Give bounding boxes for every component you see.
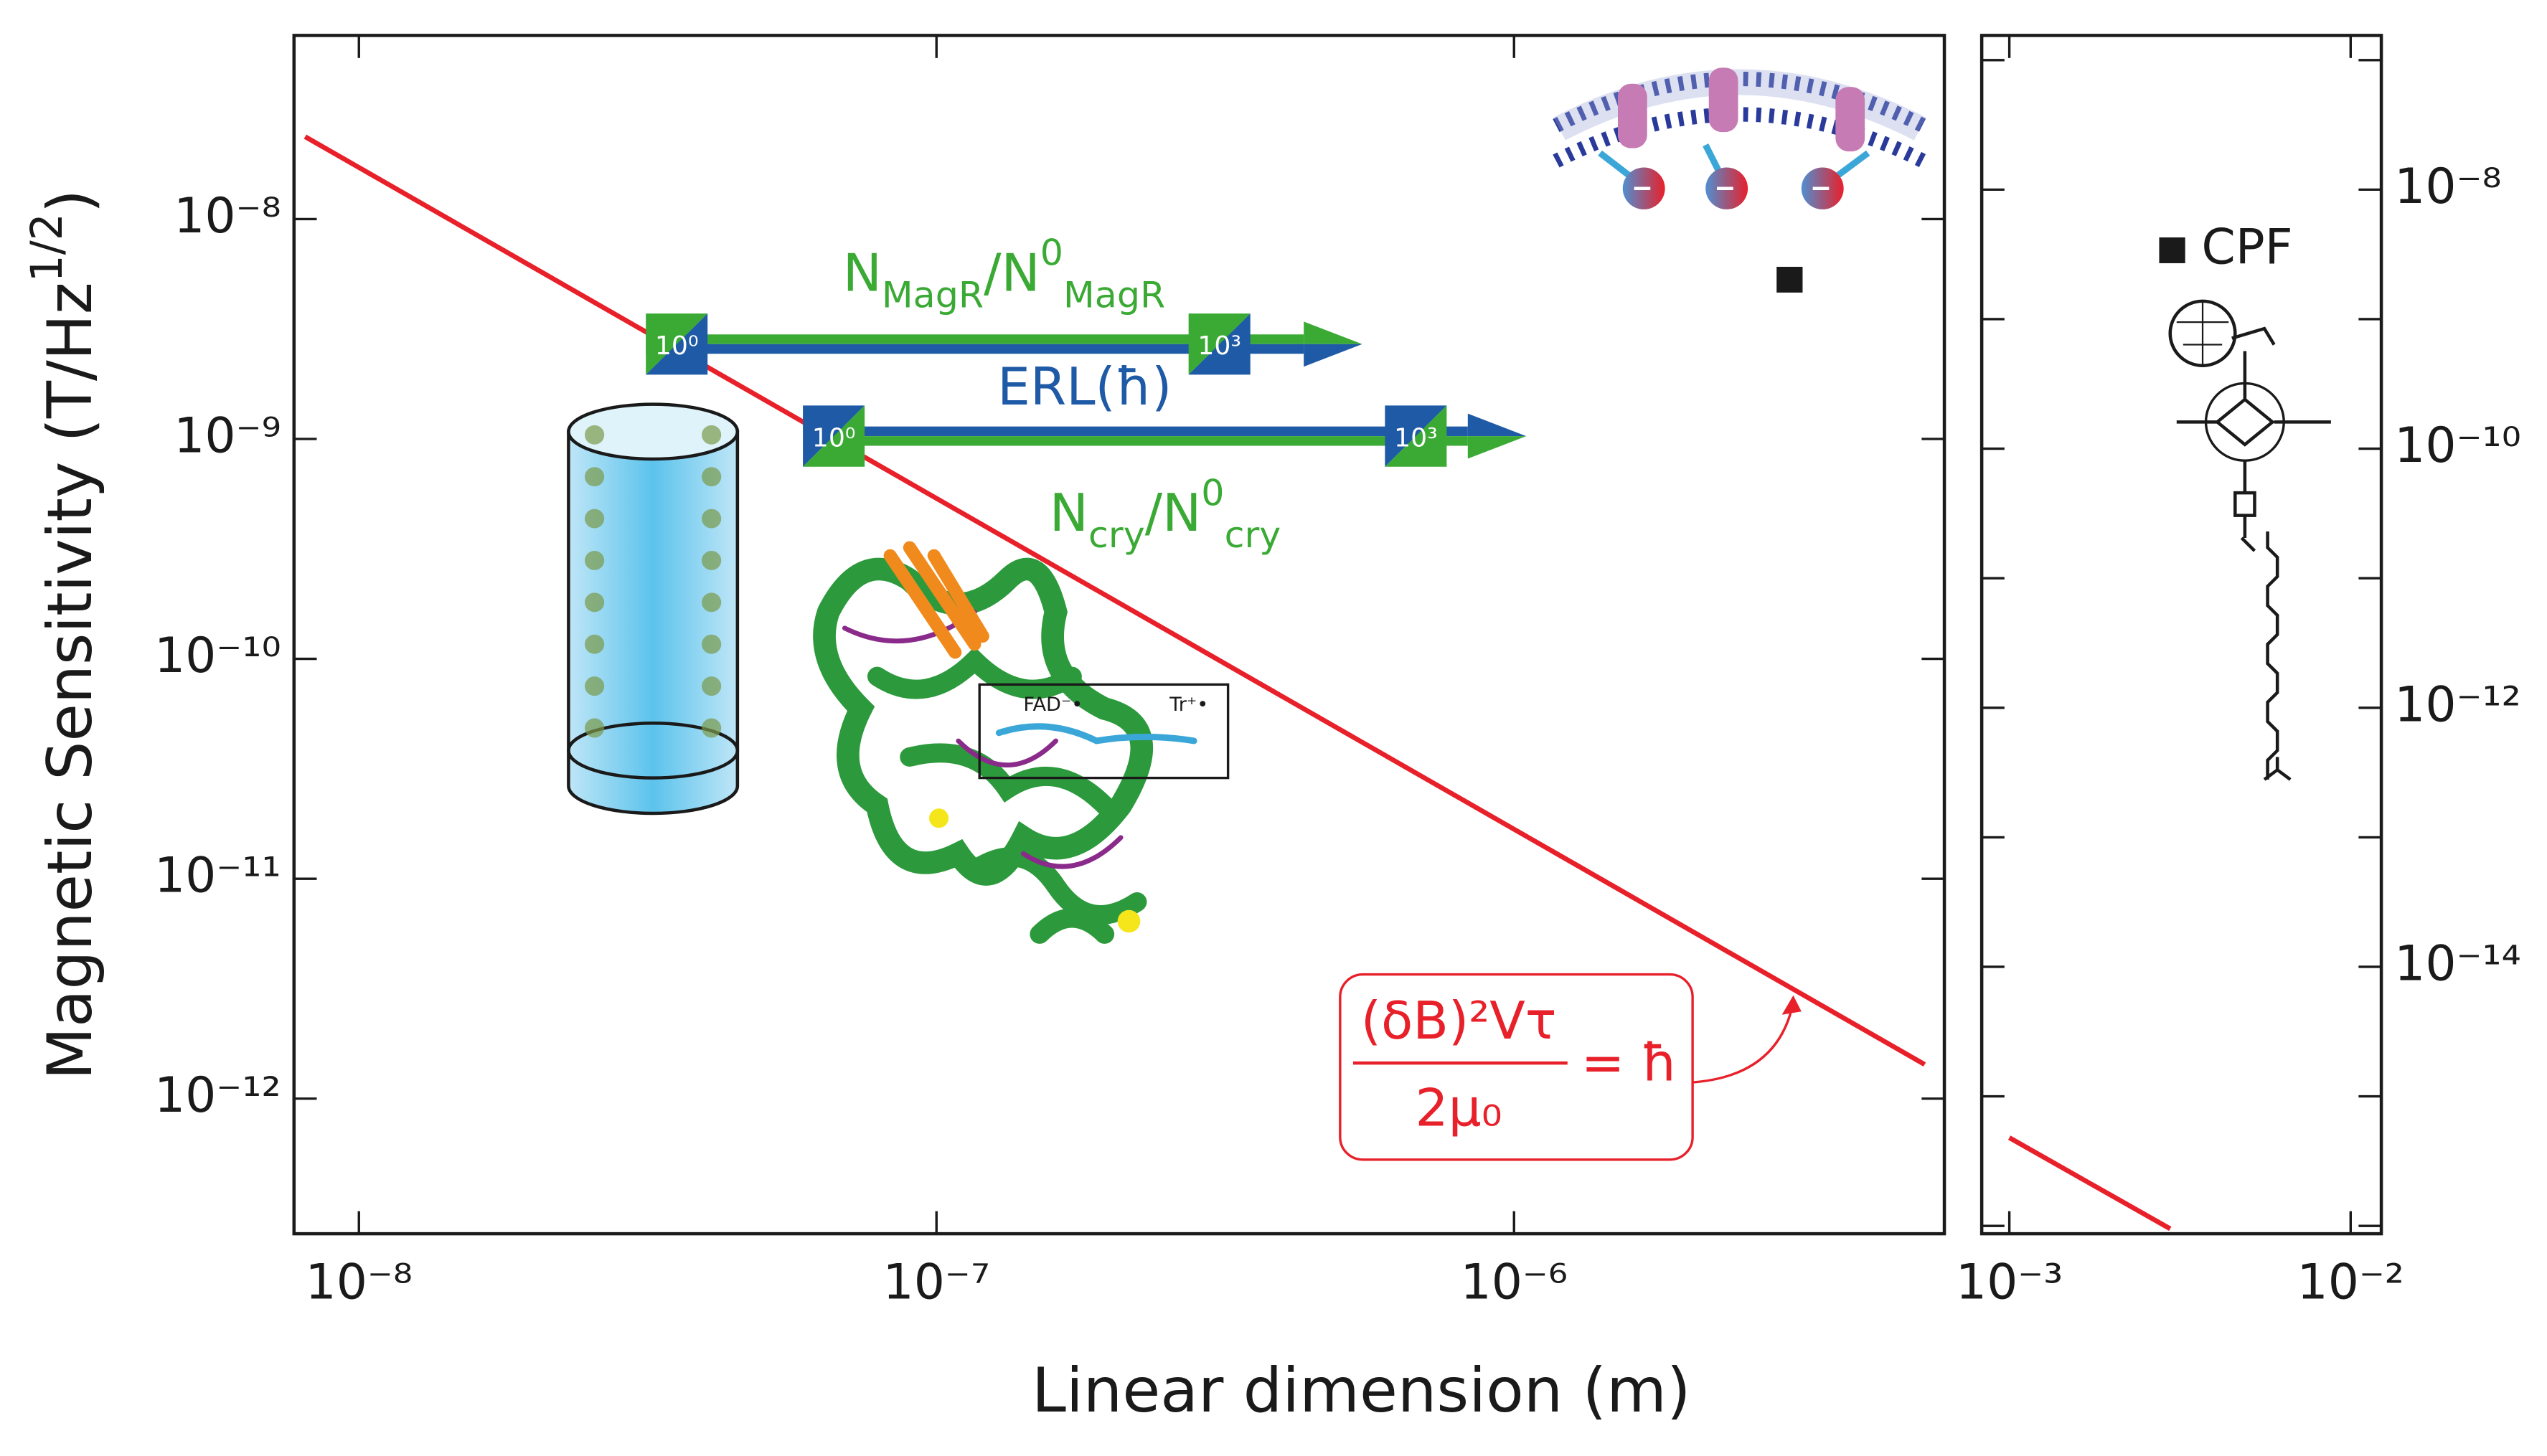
annotation-part: N <box>843 244 882 304</box>
annotation-part: cry <box>1225 514 1281 556</box>
annotation-part: 0 <box>1201 472 1224 514</box>
scale-box-label: 10⁰ <box>812 423 856 453</box>
y-tick-label: 10⁻⁹ <box>174 407 281 464</box>
x-tick-label: 10⁻⁶ <box>1461 1254 1568 1310</box>
y-tick-label: 10⁻¹² <box>2394 676 2521 733</box>
scale-box <box>1385 405 1447 467</box>
arrow-head <box>1467 436 1527 459</box>
protein-illustration <box>813 541 1230 944</box>
y-tick-label: 10⁻⁸ <box>174 187 281 244</box>
point-label: CPF <box>2201 219 2292 275</box>
scale-box <box>646 313 708 375</box>
sensitivity-line <box>2007 1135 2172 1232</box>
y-axis-label: Magnetic Sensitivity (T/Hz1/2) <box>22 189 106 1080</box>
cylinder-illustration <box>567 402 740 816</box>
plot-frame <box>292 34 1946 1236</box>
annotation-part: 0 <box>1040 232 1063 274</box>
scale-box <box>1385 405 1447 467</box>
y-axis-label-part: ) <box>34 189 106 213</box>
y-tick-label: 10⁻¹⁰ <box>154 627 281 684</box>
y-tick-label: 10⁻¹⁰ <box>2394 417 2521 473</box>
formula-denominator: 2μ₀ <box>1415 1079 1502 1139</box>
scale-box-label: 10³ <box>1197 331 1241 361</box>
x-axis-label: Linear dimension (m) <box>1032 1355 1691 1427</box>
scale-box-label: 10³ <box>1394 423 1438 453</box>
arrow-head <box>1304 344 1362 367</box>
annotation-part: N <box>1050 484 1088 544</box>
annotation-part: cry <box>1088 514 1145 556</box>
annotation: Ncry/N0cry <box>1050 472 1281 557</box>
x-tick-label: 10⁻³ <box>1956 1254 2063 1310</box>
formula-arrow-head <box>1781 995 1802 1015</box>
scale-box-label: 10⁰ <box>655 331 699 361</box>
y-tick-label: 10⁻¹⁴ <box>2394 935 2521 992</box>
arrow-head <box>1467 413 1527 437</box>
formula-numerator: (δB)²Vτ <box>1361 991 1557 1051</box>
formula-box <box>1339 973 1694 1161</box>
formula-arrow <box>1692 1001 1795 1084</box>
y-tick-label: 10⁻⁸ <box>2394 158 2501 214</box>
annotation-part: ERL(ħ) <box>997 357 1172 417</box>
x-tick-label: 10⁻⁸ <box>306 1254 413 1310</box>
annotation-part: MagR <box>1063 273 1165 316</box>
formula-annotation: (δB)²Vτ 2μ₀ = ħ <box>1339 973 1802 1161</box>
formula-rhs: = ħ <box>1581 1034 1677 1094</box>
inset-label: Tr⁺• <box>1169 694 1208 716</box>
scale-box <box>803 405 865 467</box>
annotation: NMagR/N0MagR <box>843 232 1166 316</box>
data-point <box>1776 266 1803 293</box>
x-tick-label: 10⁻⁷ <box>883 1254 990 1310</box>
membrane-illustration <box>1553 67 1927 209</box>
y-tick-label: 10⁻¹¹ <box>154 847 281 904</box>
annotation-part: /N <box>1145 484 1202 544</box>
data-point <box>2159 237 2185 263</box>
y-tick-label: 10⁻¹² <box>154 1067 281 1123</box>
sensitivity-line <box>303 134 1926 1067</box>
annotation-part: MagR <box>882 273 984 316</box>
annotation: ERL(ħ) <box>997 357 1172 417</box>
scale-box <box>803 405 865 467</box>
y-axis-label-part: Magnetic Sensitivity (T/Hz <box>34 282 106 1079</box>
annotation-part: /N <box>984 244 1040 304</box>
x-tick-label: 10⁻² <box>2297 1254 2404 1310</box>
y-axis-label-part: 1/2 <box>22 213 72 282</box>
plot-frame <box>1979 34 2383 1236</box>
cpf-molecule-illustration <box>2168 299 2331 781</box>
arrow-head <box>1304 321 1362 344</box>
inset-label: FAD⁻• <box>1023 694 1083 716</box>
scale-box <box>1188 313 1251 375</box>
